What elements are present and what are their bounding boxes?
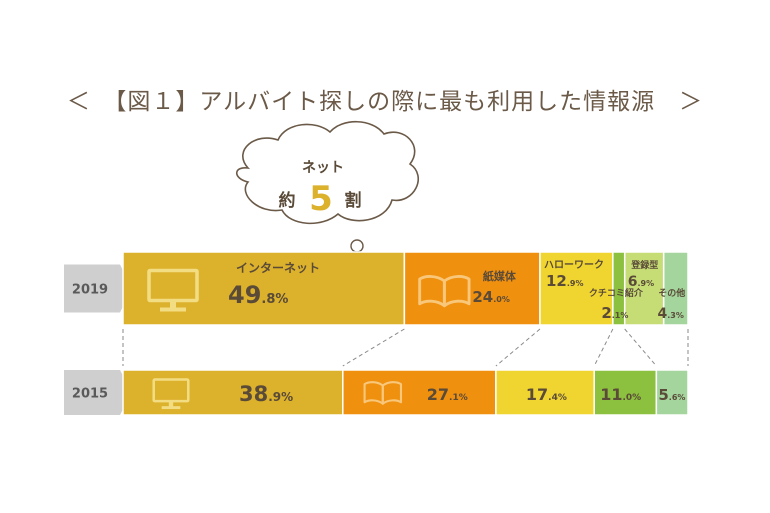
bar-segment-hellowork-2015 <box>495 369 595 416</box>
callout-prefix: 約 <box>279 190 296 211</box>
data-label-paper-2019: 24.0% <box>472 288 510 306</box>
data-label-paper-2015: 27.1% <box>427 385 468 404</box>
series-label-paper-2019: 紙媒体 <box>483 269 517 283</box>
data-label-kuchikomi-2015: 11.0% <box>600 385 641 404</box>
data-label-other-2015: 5.6% <box>658 386 685 404</box>
monitor-icon <box>152 378 190 410</box>
bar-segment-paper-2019 <box>403 251 541 326</box>
bar-segment-touroku-2019 <box>623 251 665 326</box>
cloud-shape <box>235 121 420 225</box>
connector-lines <box>122 328 689 367</box>
year-tags: 2019 2015 <box>64 264 132 415</box>
callout-line1: ネット <box>302 160 344 176</box>
chart-title: ＜ 【図１】アルバイト探しの際に最も利用した情報源 ＞ <box>66 89 704 115</box>
series-label-hellowork-2019: ハローワーク <box>544 259 604 271</box>
series-label-touroku-2019: 登録型 <box>630 259 658 271</box>
data-label-hellowork-2019: 12.9% <box>546 272 584 290</box>
data-label-internet-2015: 38.9% <box>239 382 293 406</box>
data-label-other-2019: 4.3% <box>658 306 684 322</box>
year-label-2015: 2015 <box>72 387 108 402</box>
bar-segment-kuchikomi-2015 <box>593 369 658 416</box>
monitor-icon <box>147 268 199 312</box>
bar-segment-hellowork-2019 <box>539 251 614 326</box>
data-label-kuchikomi-2019: 2.1% <box>601 304 628 322</box>
bar-segment-internet-2015 <box>122 369 344 416</box>
connector-line-hellowork <box>593 328 614 367</box>
bar-segments <box>122 251 689 416</box>
callout-suffix: 割 <box>345 190 362 211</box>
year-label-2019: 2019 <box>72 283 108 298</box>
connector-line-kuchikomi <box>624 328 657 367</box>
connector-line-internet <box>342 328 405 367</box>
series-label-other-2019: その他 <box>658 287 685 299</box>
series-label-kuchikomi-2019: クチコミ紹介 <box>589 287 644 299</box>
year-tag-2015 <box>64 370 132 415</box>
segment-icons <box>147 268 471 410</box>
connector-line-paper <box>495 328 541 367</box>
book-icon <box>363 381 403 405</box>
book-icon <box>418 275 471 308</box>
bar-segment-other-2019 <box>662 251 689 326</box>
cloud-bubble-large <box>350 239 364 253</box>
data-label-internet-2019: 49.8% <box>228 281 288 309</box>
bar-segment-paper-2015 <box>342 369 497 416</box>
bar-segment-other-2015 <box>655 369 689 416</box>
data-label-touroku-2019: 6.9% <box>628 274 654 290</box>
year-tag-2019 <box>64 264 132 313</box>
callout-number: 5 <box>309 179 333 219</box>
series-label-internet-2019: インターネット <box>236 261 320 275</box>
data-label-hellowork-2015: 17.4% <box>526 385 567 404</box>
